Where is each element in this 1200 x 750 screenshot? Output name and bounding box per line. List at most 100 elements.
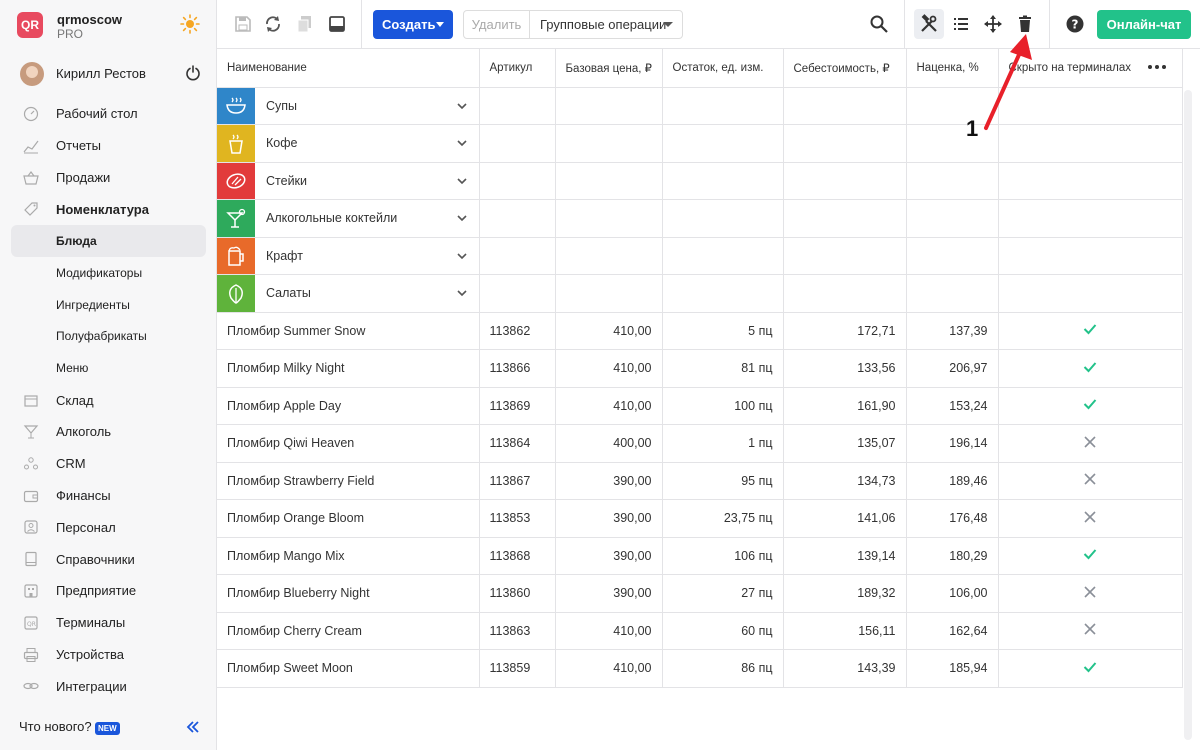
category-row[interactable]: Супы xyxy=(217,87,1183,125)
chart-icon xyxy=(23,140,39,154)
table-row[interactable]: Пломбир Strawberry Field 113867 390,00 95 п… xyxy=(217,462,1183,500)
table-row[interactable]: Пломбир Qiwi Heaven 113864 400,00 1 пц 135,0… xyxy=(217,424,1183,463)
cell-hidden-on-terminals[interactable] xyxy=(998,312,1183,350)
nav-crm[interactable]: CRM xyxy=(0,448,217,480)
cell-name: Пломбир Cherry Cream xyxy=(217,612,480,650)
nav-dashboard[interactable]: Рабочий стол xyxy=(0,98,217,130)
category-row[interactable]: Крафт xyxy=(217,237,1183,275)
col-header-markup[interactable]: Наценка, % xyxy=(906,49,999,88)
chevron-down-icon[interactable] xyxy=(456,213,467,223)
nav-staff[interactable]: Персонал xyxy=(0,511,217,543)
empty-cell xyxy=(998,199,1183,238)
empty-cell xyxy=(998,162,1183,200)
col-header-name[interactable]: Наименование xyxy=(217,49,480,88)
theme-sun-icon[interactable] xyxy=(180,14,200,34)
cell-name: Пломбир Qiwi Heaven xyxy=(217,424,480,463)
nav-semifinished[interactable]: Полуфабрикаты xyxy=(56,329,147,344)
category-cell[interactable]: Салаты xyxy=(217,274,480,313)
people-icon xyxy=(24,457,38,470)
table-row[interactable]: Пломбир Cherry Cream 113863 410,00 60 пц 156… xyxy=(217,612,1183,650)
category-row[interactable]: Салаты xyxy=(217,274,1183,313)
delete-button[interactable]: Удалить xyxy=(464,11,530,38)
chevron-down-icon[interactable] xyxy=(456,176,467,186)
nav-warehouse[interactable]: Склад xyxy=(0,384,217,416)
table-row[interactable]: Пломбир Sweet Moon 113859 410,00 86 пц 143,3… xyxy=(217,649,1183,688)
cell-name: Пломбир Mango Mix xyxy=(217,537,480,575)
power-icon[interactable] xyxy=(185,65,201,81)
cell-hidden-on-terminals[interactable] xyxy=(998,537,1183,575)
category-row[interactable]: Алкогольные коктейли xyxy=(217,199,1183,238)
nav-terminals[interactable]: QR Терминалы xyxy=(0,607,217,639)
category-row[interactable]: Кофе xyxy=(217,124,1183,163)
chevron-down-icon[interactable] xyxy=(456,101,467,111)
cell-hidden-on-terminals[interactable] xyxy=(998,499,1183,538)
cell-hidden-on-terminals[interactable] xyxy=(998,387,1183,425)
brand[interactable]: QR qrmoscow PRO xyxy=(17,12,217,42)
nav-sales[interactable]: Продажи xyxy=(0,162,217,194)
table-row[interactable]: Пломбир Blueberry Night 113860 390,00 27 пц… xyxy=(217,574,1183,613)
chevron-down-icon[interactable] xyxy=(456,138,467,148)
nav-dishes[interactable]: Блюда xyxy=(11,225,206,257)
user-profile[interactable]: Кирилл Рестов xyxy=(20,62,205,86)
cell-sku: 113868 xyxy=(479,537,556,575)
cell-hidden-on-terminals[interactable] xyxy=(998,649,1183,688)
move-icon[interactable] xyxy=(983,14,1003,34)
nav-alcohol[interactable]: Алкоголь xyxy=(0,416,217,448)
collapse-sidebar-icon[interactable] xyxy=(186,720,200,734)
nav-reports[interactable]: Отчеты xyxy=(0,130,217,162)
nav-devices[interactable]: Устройства xyxy=(0,639,217,671)
nav-finance[interactable]: Финансы xyxy=(0,480,217,512)
cell-price: 390,00 xyxy=(555,537,663,575)
whats-new-link[interactable]: Что нового? xyxy=(19,719,92,734)
save-icon[interactable] xyxy=(233,14,253,34)
nav-nomenclature[interactable]: Номенклатура xyxy=(0,193,217,225)
cell-hidden-on-terminals[interactable] xyxy=(998,424,1183,463)
table-row[interactable]: Пломбир Mango Mix 113868 390,00 106 пц 139,1… xyxy=(217,537,1183,575)
inbox-icon[interactable] xyxy=(327,14,347,34)
col-header-sku[interactable]: Артикул xyxy=(479,49,556,88)
create-button[interactable]: Создать xyxy=(373,10,453,39)
table-row[interactable]: Пломбир Apple Day 113869 410,00 100 пц 161,9… xyxy=(217,387,1183,425)
chevron-down-icon[interactable] xyxy=(456,251,467,261)
category-row[interactable]: Стейки xyxy=(217,162,1183,200)
table-row[interactable]: Пломбир Orange Bloom 113853 390,00 23,75 пц… xyxy=(217,499,1183,538)
col-header-stock[interactable]: Остаток, ед. изм. xyxy=(662,49,784,88)
cell-hidden-on-terminals[interactable] xyxy=(998,612,1183,650)
col-header-cost[interactable]: Себестоимость, ₽ xyxy=(783,49,907,88)
vertical-scrollbar[interactable] xyxy=(1184,90,1192,740)
nav-ingredients[interactable]: Ингредиенты xyxy=(56,297,130,312)
category-cell[interactable]: Крафт xyxy=(217,237,480,275)
nav-modifiers[interactable]: Модификаторы xyxy=(56,265,143,280)
table-row[interactable]: Пломбир Milky Night 113866 410,00 81 пц 133,… xyxy=(217,349,1183,388)
category-label: Алкогольные коктейли xyxy=(266,211,398,225)
nav-enterprise[interactable]: Предприятие xyxy=(0,575,217,607)
list-icon[interactable] xyxy=(951,14,971,34)
category-cell[interactable]: Кофе xyxy=(217,124,480,163)
category-cell[interactable]: Алкогольные коктейли xyxy=(217,199,480,238)
category-cell[interactable]: Супы xyxy=(217,87,480,125)
col-header-price[interactable]: Базовая цена, ₽ xyxy=(555,49,663,88)
annotation-arrow xyxy=(984,34,1032,130)
group-operations-dropdown[interactable]: Групповые операции xyxy=(530,11,682,38)
copy-icon[interactable] xyxy=(295,14,315,34)
link-icon xyxy=(23,683,39,690)
table-row[interactable]: Пломбир Summer Snow 113862 410,00 5 пц 172,7… xyxy=(217,312,1183,350)
nav-integrations[interactable]: Интеграции xyxy=(0,670,217,702)
nav-menu[interactable]: Меню xyxy=(56,361,89,376)
cell-hidden-on-terminals[interactable] xyxy=(998,349,1183,388)
category-cell[interactable]: Стейки xyxy=(217,162,480,200)
trash-icon[interactable] xyxy=(1015,14,1035,34)
chevron-down-icon[interactable] xyxy=(456,288,467,298)
search-icon[interactable] xyxy=(869,14,889,34)
empty-cell xyxy=(906,162,999,200)
refresh-icon[interactable] xyxy=(263,14,283,34)
cell-stock: 106 пц xyxy=(662,537,784,575)
tools-icon[interactable] xyxy=(919,14,939,34)
nav-references[interactable]: Справочники xyxy=(0,543,217,575)
cell-hidden-on-terminals[interactable] xyxy=(998,574,1183,613)
cell-hidden-on-terminals[interactable] xyxy=(998,462,1183,500)
empty-cell xyxy=(555,237,663,275)
online-chat-button[interactable]: Онлайн-чат xyxy=(1097,10,1191,39)
more-options-icon[interactable] xyxy=(1147,65,1166,69)
help-icon[interactable]: ? xyxy=(1065,14,1085,34)
